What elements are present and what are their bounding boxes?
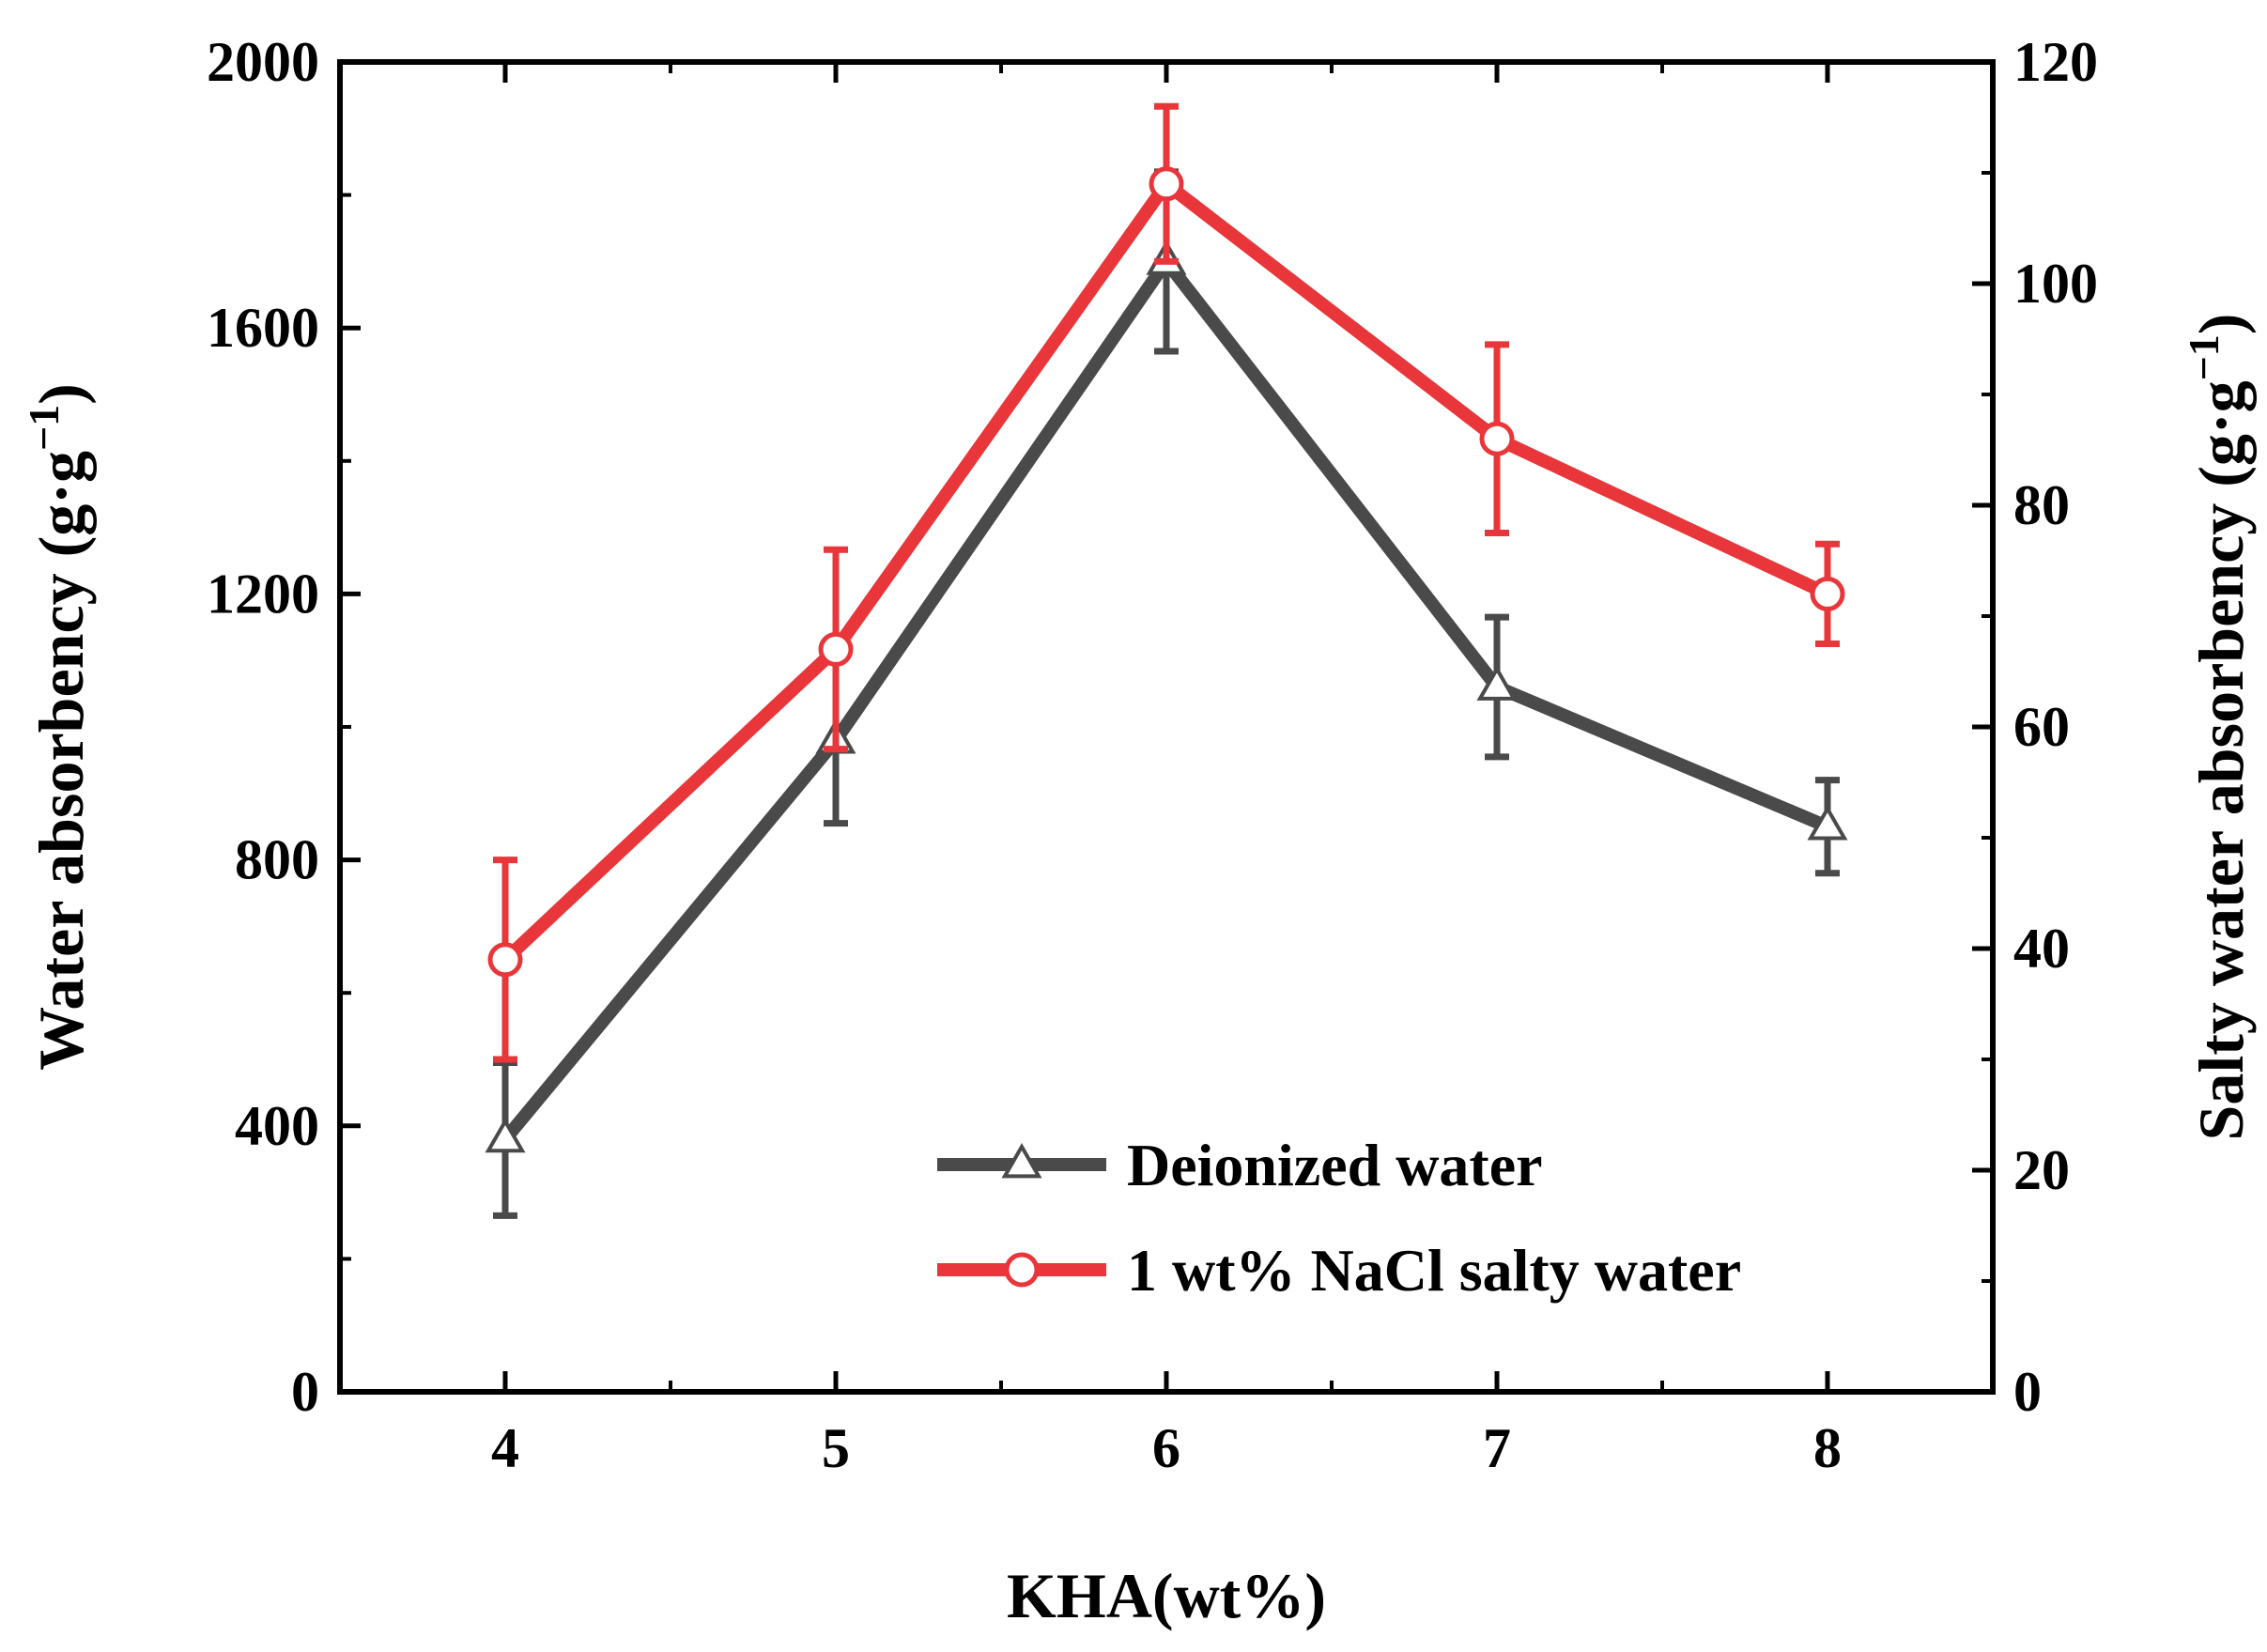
legend-marker [1001,1142,1042,1179]
data-point [1807,805,1848,841]
series-1 [485,168,1848,1219]
data-point [1479,421,1515,456]
data-point [487,942,523,978]
y-axis-right-title-sup: −1 [2180,334,2228,380]
x-tick-label: 4 [491,1417,519,1479]
legend: Deionized water 1 wt% NaCl salty water [937,1132,1741,1304]
data-point [1476,665,1518,701]
plot-frame [337,59,1996,1395]
y-left-tick-label: 0 [291,1361,319,1423]
y-right-tick-label: 20 [2013,1139,2070,1201]
data-point [1810,576,1845,611]
y-right-tick-label: 120 [2013,31,2098,93]
y-right-tick-label: 0 [2013,1361,2042,1423]
y-right-tick-label: 40 [2013,918,2070,980]
legend-label: 1 wt% NaCl salty water [1127,1237,1741,1304]
x-tick-label: 8 [1813,1417,1842,1479]
series-layer [485,102,1848,1219]
data-point [1149,166,1184,202]
y-right-tick-label: 80 [2013,474,2070,536]
y-left-tick-label: 800 [235,829,319,891]
y-right-tick-label: 60 [2013,696,2070,758]
y-axis-right-title-main: Salty water absorbency (g·g [2185,380,2257,1140]
legend-marker [1004,1252,1040,1288]
y-axis-left-title-main: Water absorbency (g·g [25,451,97,1071]
data-point [818,631,854,667]
y-left-tick-label: 1200 [207,563,319,625]
legend-label: Deionized water [1127,1132,1543,1198]
y-left-tick-label: 2000 [207,31,319,93]
x-tick-label: 7 [1483,1417,1511,1479]
y-axis-left-title-sup: −1 [20,405,68,451]
y-right-tick-label: 100 [2013,253,2098,315]
x-tick-label: 5 [822,1417,850,1479]
y-axis-left-title-close: ) [25,383,97,405]
series-2 [487,102,1845,1063]
data-point [485,1117,526,1153]
y-axis-left-title: Water absorbency (g·g−1) [20,383,97,1071]
y-axis-right-title-close: ) [2185,314,2257,335]
y-axis-right-title: Salty water absorbency (g·g−1) [2180,314,2257,1141]
y-left-tick-label: 400 [235,1095,319,1157]
y-left-tick-label: 1600 [207,297,319,359]
series-line [500,250,1830,1144]
x-axis-title: KHA(wt%) [1007,1560,1326,1631]
x-tick-label: 6 [1152,1417,1180,1479]
